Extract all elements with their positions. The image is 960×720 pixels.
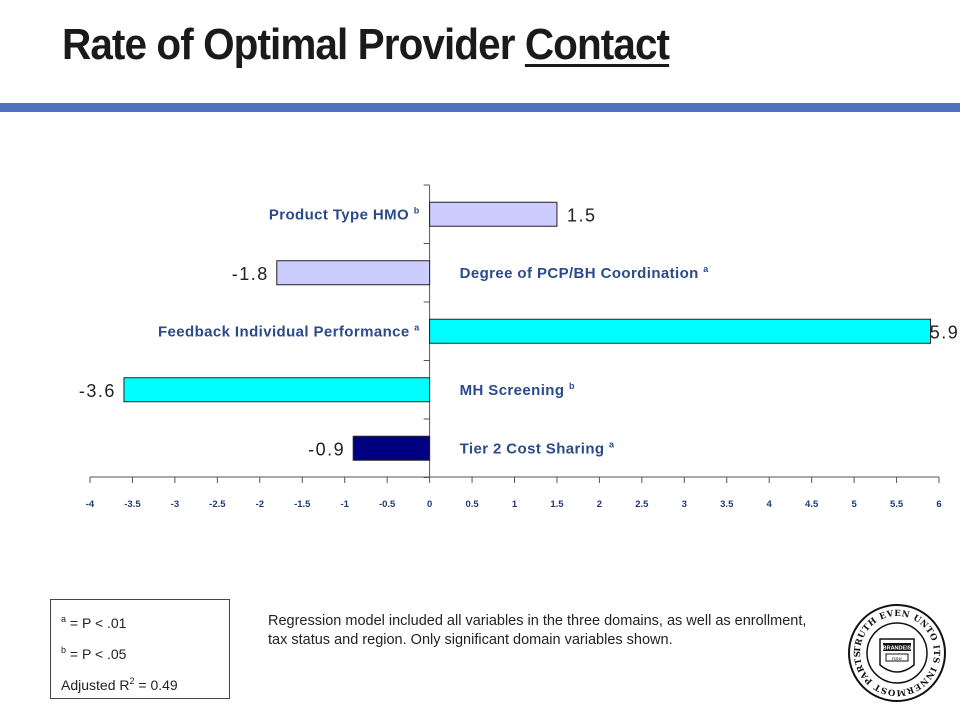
svg-text:BRANDEIS: BRANDEIS	[883, 646, 912, 652]
x-tick-label: 4	[767, 499, 773, 510]
x-tick-label: -2	[256, 499, 264, 510]
bar-2	[276, 260, 431, 286]
x-tick-label: -4	[86, 499, 95, 510]
significance-legend: a = P < .01 b = P < .05 Adjusted R2 = 0.…	[50, 599, 230, 699]
bar-category-label: MH Screening b	[460, 381, 575, 399]
legend-r2-exp: 2	[129, 676, 135, 686]
legend-b-text: = P < .05	[66, 646, 127, 662]
bar-category-label: Degree of PCP/BH Coordination a	[460, 264, 710, 282]
x-tick-label: 2.5	[635, 499, 649, 510]
x-tick-label: 3.5	[720, 499, 734, 510]
x-tick-label: -3	[171, 499, 179, 510]
bar-category-label: Tier 2 Cost Sharing a	[460, 439, 615, 457]
bar-category-label: Feedback Individual Performance a	[158, 322, 420, 340]
brandeis-seal-logo: TRUTH EVEN UNTO ITS INNERMOST PARTS BRAN…	[848, 604, 946, 702]
bar-value-label: -1.8	[232, 264, 269, 284]
bar-value-label: 1.5	[567, 205, 597, 225]
x-tick-label: 5.5	[890, 499, 904, 510]
regression-note: Regression model included all variables …	[268, 613, 807, 648]
svg-text:TRUTH EVEN UNTO ITS INNERMOST: TRUTH EVEN UNTO ITS INNERMOST PARTS	[853, 609, 941, 697]
legend-row-r2: Adjusted R2 = 0.49	[61, 666, 219, 697]
x-tick-label: -1	[340, 499, 349, 510]
title-main: Rate of Optimal Provider	[62, 20, 525, 69]
legend-sup-a: a	[61, 614, 67, 624]
legend-a-text: = P < .01	[66, 615, 127, 631]
title-divider	[0, 103, 960, 112]
legend-row-b: b = P < .05	[61, 635, 219, 666]
x-tick-label: 4.5	[805, 499, 819, 510]
x-tick-label: 1.5	[550, 499, 564, 510]
svg-text:אמת: אמת	[892, 656, 902, 662]
legend-row-a: a = P < .01	[61, 604, 219, 635]
bar-chart: -4 -3.5 -3 -2.5 -2 -1.5 -1 -0.5 0 0.5 1 1.5 2 2.5 3 3.5…	[79, 184, 960, 510]
bar-5	[352, 435, 431, 461]
bar-value-label: 5.9	[930, 322, 960, 342]
x-tick-label: 2	[597, 499, 602, 510]
bar-value-label: -3.6	[79, 381, 116, 401]
bar-category-label: Product Type HMO b	[269, 205, 420, 223]
legend-sup-b: b	[61, 645, 67, 655]
x-tick-label: -0.5	[379, 499, 396, 510]
title-underlined-word: Contact	[524, 20, 670, 69]
bar-value-label: -0.9	[308, 439, 345, 459]
x-tick-label: -1.5	[294, 499, 311, 510]
bar-1	[429, 201, 558, 227]
legend-r2-prefix: Adjusted R	[61, 677, 130, 693]
legend-r2-value: = 0.49	[134, 677, 178, 693]
page-title: Rate of Optimal Provider Contact	[62, 20, 670, 70]
x-tick-label: 3	[682, 499, 687, 510]
bar-4	[123, 377, 431, 403]
x-tick-label: -2.5	[209, 499, 226, 510]
x-tick-label: 5	[851, 499, 857, 510]
x-tick-label: 6	[936, 499, 941, 510]
x-tick-label: -3.5	[124, 499, 141, 510]
x-tick-label: 0	[427, 499, 432, 510]
x-tick-label: 1	[512, 499, 518, 510]
bar-3	[429, 318, 932, 344]
x-tick-label: 0.5	[465, 499, 479, 510]
